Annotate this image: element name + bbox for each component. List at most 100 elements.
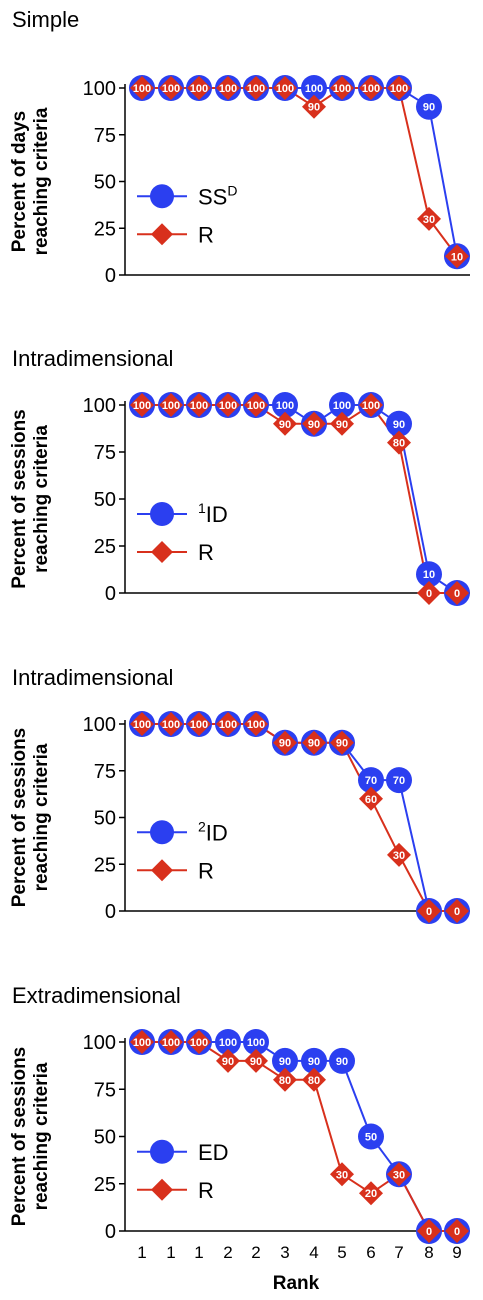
legend-label-sup: D xyxy=(227,182,237,198)
y-tick-label: 100 xyxy=(83,395,116,417)
data-point-diamond xyxy=(445,1219,469,1243)
legend-label: ED xyxy=(198,1140,229,1165)
legend-label: R xyxy=(198,540,214,565)
data-label: 90 xyxy=(308,1056,320,1068)
legend-label: 1ID xyxy=(198,500,228,527)
x-tick-label: 2 xyxy=(223,1243,232,1262)
data-point-diamond xyxy=(302,94,326,119)
data-label: 100 xyxy=(247,400,265,412)
data-point-diamond xyxy=(273,730,297,755)
data-point-circle xyxy=(301,1047,327,1074)
data-point-circle xyxy=(329,392,355,418)
data-label: 100 xyxy=(305,83,323,95)
data-point-diamond xyxy=(187,712,211,736)
data-point-diamond xyxy=(244,1048,268,1073)
data-label: 90 xyxy=(308,102,320,114)
data-label: 0 xyxy=(426,906,432,918)
data-label: 30 xyxy=(393,850,405,862)
data-label: 100 xyxy=(333,83,351,95)
data-label: 10 xyxy=(423,569,435,581)
y-axis-label: Percent of sessions xyxy=(9,409,30,589)
data-label: 100 xyxy=(162,83,180,95)
legend: SSD R xyxy=(137,182,237,247)
data-label: 90 xyxy=(393,419,405,431)
x-tick-label: 7 xyxy=(394,1243,403,1262)
data-label: 60 xyxy=(365,794,377,806)
y-tick-label: 75 xyxy=(94,442,116,464)
data-label: 30 xyxy=(423,214,435,226)
legend-label-base: R xyxy=(198,1178,214,1203)
data-point-diamond xyxy=(302,411,326,436)
data-point-diamond xyxy=(216,712,240,736)
data-point-diamond xyxy=(130,712,154,736)
y-tick-label: 75 xyxy=(94,125,116,147)
panel-title: Intradimensional xyxy=(12,665,173,690)
data-label: 100 xyxy=(362,400,380,412)
y-tick-label: 75 xyxy=(94,1079,116,1101)
data-label: 100 xyxy=(133,83,151,95)
data-point-circle xyxy=(386,410,412,437)
data-point-diamond xyxy=(130,76,154,100)
data-point-diamond xyxy=(359,786,383,811)
panel-4: Extradimensional Percent of sessions reach… xyxy=(9,983,470,1244)
data-point-diamond xyxy=(359,1181,383,1206)
panel-title: Simple xyxy=(12,7,79,32)
data-label: 50 xyxy=(365,1132,377,1144)
series-line-R xyxy=(142,403,457,594)
data-label: 90 xyxy=(336,1056,348,1068)
legend-marker-diamond xyxy=(151,223,173,246)
legend: 1ID R xyxy=(137,500,228,565)
data-point-circle xyxy=(358,1123,384,1150)
data-point-diamond xyxy=(302,730,326,755)
legend-marker-circle xyxy=(150,820,174,845)
data-point-diamond xyxy=(387,842,411,867)
data-point-circle xyxy=(358,767,384,794)
data-label: 100 xyxy=(333,400,351,412)
data-label: 100 xyxy=(190,400,208,412)
legend-label: R xyxy=(198,222,214,247)
data-point-diamond xyxy=(187,76,211,100)
data-label: 90 xyxy=(279,738,291,750)
data-point-diamond xyxy=(244,712,268,736)
data-label: 0 xyxy=(426,1226,432,1238)
data-point-diamond xyxy=(387,76,411,100)
x-tick-label: 9 xyxy=(452,1243,461,1262)
data-label: 0 xyxy=(454,588,460,600)
series-line-ED xyxy=(142,1041,457,1232)
data-label: 70 xyxy=(365,775,377,787)
legend-label: 2ID xyxy=(198,818,228,845)
y-tick-label: 100 xyxy=(83,78,116,100)
panel-1: Simple Percent of days reaching criteria 0 2… xyxy=(9,7,470,287)
data-label: 100 xyxy=(133,719,151,731)
data-point-diamond xyxy=(445,581,469,605)
x-tick-label: 6 xyxy=(366,1243,375,1262)
x-tick-label: 8 xyxy=(424,1243,433,1262)
legend-label-base: ED xyxy=(198,1140,229,1165)
data-point-circle xyxy=(243,1029,269,1055)
series-line-R xyxy=(142,1041,457,1232)
data-point-diamond xyxy=(387,430,411,455)
x-tick-label: 1 xyxy=(194,1243,203,1262)
panel-title: Extradimensional xyxy=(12,983,181,1008)
data-label: 100 xyxy=(276,400,294,412)
data-point-diamond xyxy=(330,730,354,755)
data-label: 90 xyxy=(423,102,435,114)
data-label: 80 xyxy=(279,1075,291,1087)
data-point-diamond xyxy=(216,1048,240,1073)
y-tick-label: 0 xyxy=(105,901,116,923)
data-label: 80 xyxy=(308,1075,320,1087)
data-point-diamond xyxy=(159,393,183,417)
data-point-diamond xyxy=(159,1030,183,1054)
data-point-circle xyxy=(416,561,442,588)
legend-label-base: ID xyxy=(206,502,228,527)
data-label: 100 xyxy=(162,400,180,412)
y-axis-label: reaching criteria xyxy=(31,1062,52,1210)
series-line-R xyxy=(142,723,457,912)
legend-label: R xyxy=(198,858,214,883)
data-label: 90 xyxy=(279,419,291,431)
data-label: 90 xyxy=(308,419,320,431)
y-tick-label: 0 xyxy=(105,583,116,605)
data-point-diamond xyxy=(387,1162,411,1187)
data-point-diamond xyxy=(330,411,354,436)
data-point-diamond xyxy=(216,76,240,100)
